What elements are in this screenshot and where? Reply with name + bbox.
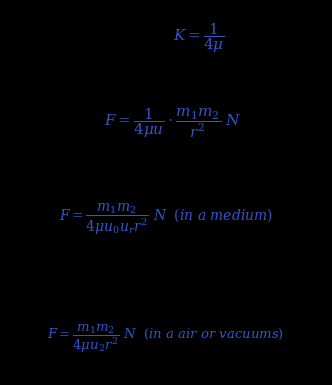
- Text: $K = \dfrac{1}{4\mu}$: $K = \dfrac{1}{4\mu}$: [173, 22, 225, 55]
- Text: $F = \dfrac{m_1 m_2}{4\mu u_0 u_r r^2} \ N \ \ (in \ a \ medium)$: $F = \dfrac{m_1 m_2}{4\mu u_0 u_r r^2} \…: [59, 202, 273, 237]
- Text: $F = \dfrac{m_1 m_2}{4\mu u_2 r^2} \ N \ \ (in \ a \ air \ or \ vacuums)$: $F = \dfrac{m_1 m_2}{4\mu u_2 r^2} \ N \…: [47, 323, 285, 355]
- Text: $F = \dfrac{1}{4\mu u} \cdot \dfrac{m_1 m_2}{r^2} \ N$: $F = \dfrac{1}{4\mu u} \cdot \dfrac{m_1 …: [104, 106, 241, 140]
